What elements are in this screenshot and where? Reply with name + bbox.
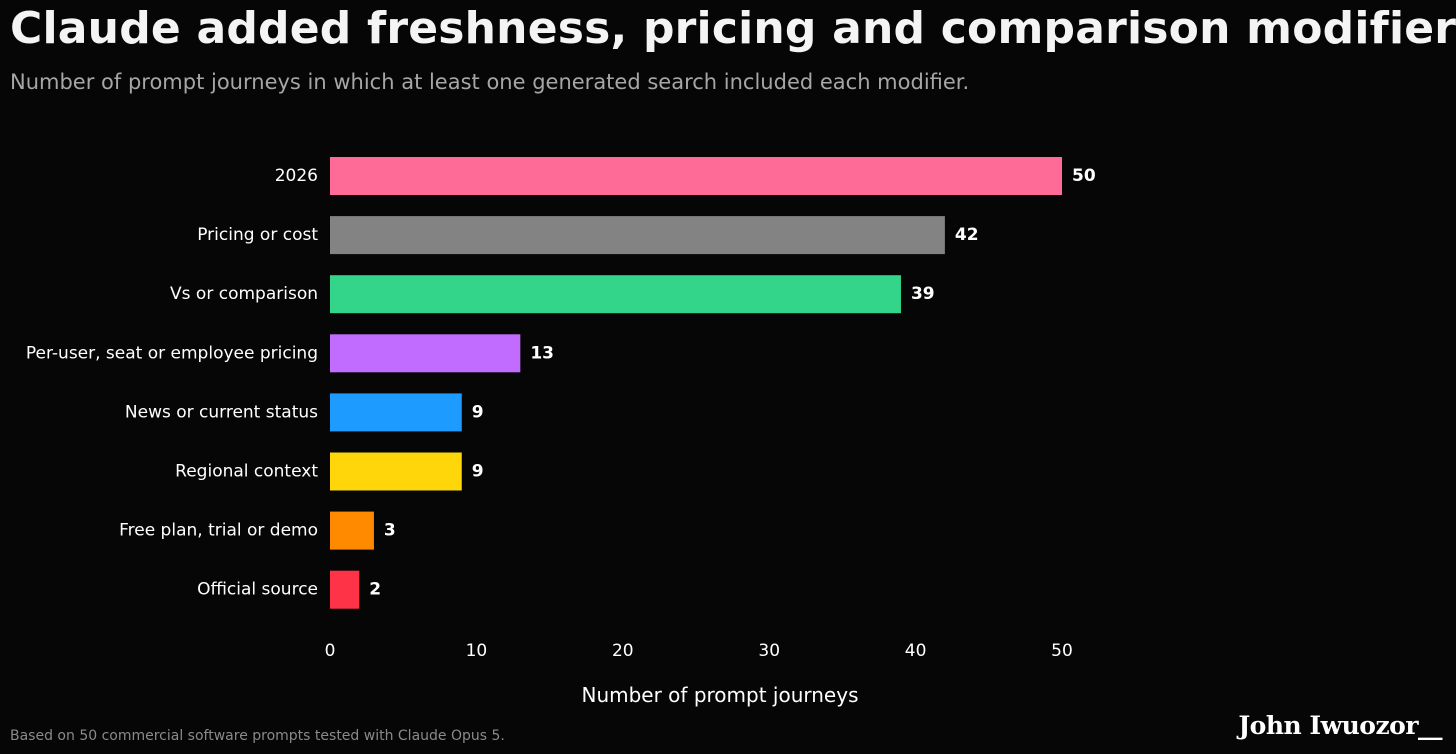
category-label: Per-user, seat or employee pricing <box>26 343 318 363</box>
value-label: 2 <box>369 580 381 600</box>
value-label: 50 <box>1072 166 1096 186</box>
footnote: Based on 50 commercial software prompts … <box>10 728 505 744</box>
x-axis-title: Number of prompt journeys <box>581 683 858 707</box>
bar <box>330 157 1062 195</box>
bar <box>330 216 945 255</box>
category-label: Official source <box>197 580 318 600</box>
bar <box>330 393 462 432</box>
value-label: 13 <box>530 343 554 363</box>
category-label: 2026 <box>275 166 318 186</box>
author-signature: John Iwuozor__ <box>1238 711 1442 740</box>
chart-subtitle: Number of prompt journeys in which at le… <box>10 70 970 94</box>
bar <box>330 511 374 550</box>
value-label: 3 <box>384 521 396 541</box>
x-tick-label: 30 <box>758 641 780 661</box>
value-label: 9 <box>472 402 484 422</box>
value-label: 42 <box>955 225 979 245</box>
x-tick-label: 0 <box>325 641 336 661</box>
x-tick-label: 10 <box>466 641 488 661</box>
category-label: Vs or comparison <box>170 284 318 304</box>
bar <box>330 275 901 314</box>
x-tick-label: 50 <box>1051 641 1073 661</box>
category-label: Pricing or cost <box>197 225 318 245</box>
value-label: 9 <box>472 462 484 482</box>
category-label: Regional context <box>175 462 318 482</box>
chart-title: Claude added freshness, pricing and comp… <box>10 3 1456 54</box>
bar <box>330 452 462 491</box>
value-label: 39 <box>911 284 935 304</box>
x-tick-label: 20 <box>612 641 634 661</box>
category-label: News or current status <box>125 402 318 422</box>
category-label: Free plan, trial or demo <box>119 521 318 541</box>
x-tick-label: 40 <box>905 641 927 661</box>
bar <box>330 570 360 609</box>
bar <box>330 334 521 373</box>
